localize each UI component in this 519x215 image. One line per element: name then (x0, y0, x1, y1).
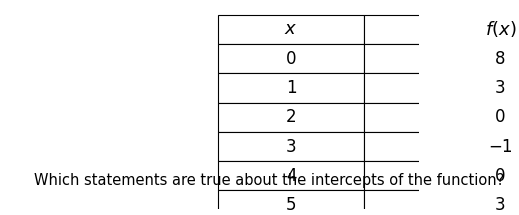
Text: Which statements are true about the intercepts of the function?: Which statements are true about the inte… (34, 173, 504, 188)
Bar (364, 132, 519, 161)
Bar (218, 190, 364, 215)
Bar (218, 15, 364, 44)
Bar (218, 103, 364, 132)
Bar (218, 44, 364, 73)
Bar (218, 73, 364, 103)
Text: −1: −1 (488, 138, 513, 155)
Bar (364, 190, 519, 215)
Text: 8: 8 (495, 50, 506, 68)
Text: 3: 3 (495, 79, 506, 97)
Bar (364, 44, 519, 73)
Bar (218, 132, 364, 161)
Text: 4: 4 (286, 167, 296, 185)
Text: 3: 3 (495, 196, 506, 214)
Text: 5: 5 (286, 196, 296, 214)
Bar (364, 73, 519, 103)
Bar (364, 103, 519, 132)
Bar (218, 161, 364, 190)
Text: $x$: $x$ (284, 20, 298, 38)
Text: 2: 2 (286, 108, 296, 126)
Text: 3: 3 (286, 138, 296, 155)
Text: 0: 0 (495, 108, 506, 126)
Bar (364, 161, 519, 190)
Bar (364, 15, 519, 44)
Text: 1: 1 (286, 79, 296, 97)
Text: 0: 0 (286, 50, 296, 68)
Text: $f(x)$: $f(x)$ (485, 19, 516, 39)
Text: 0: 0 (495, 167, 506, 185)
